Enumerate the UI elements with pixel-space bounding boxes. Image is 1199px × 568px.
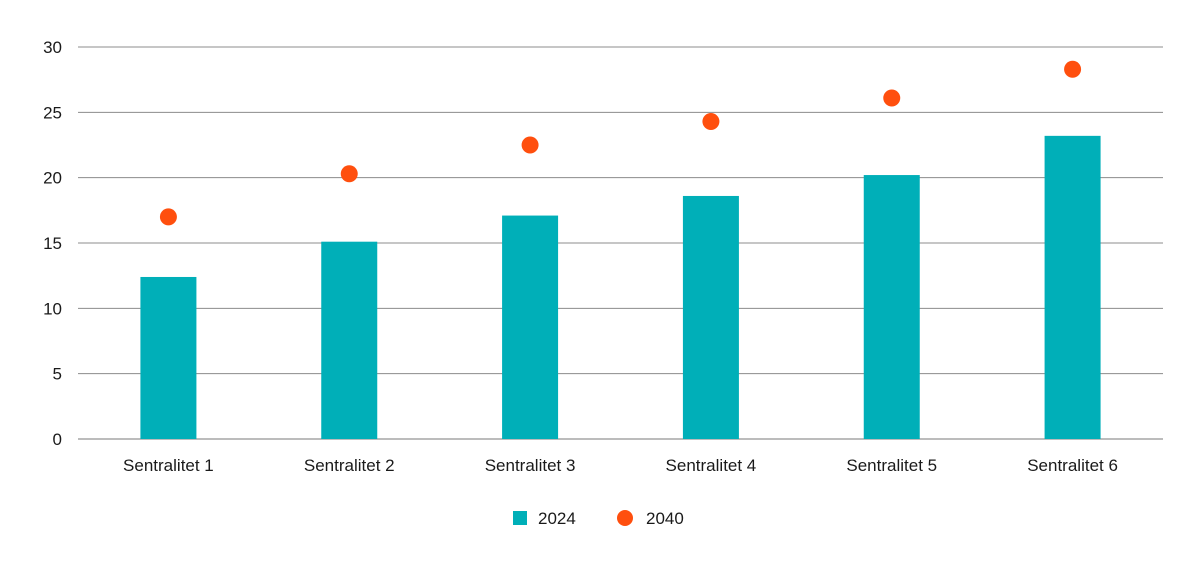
y-tick-label: 5 [53, 365, 62, 384]
x-tick-label: Sentralitet 3 [485, 456, 576, 475]
y-tick-label: 15 [43, 234, 62, 253]
x-tick-label: Sentralitet 5 [846, 456, 937, 475]
gridlines [78, 46, 1163, 440]
legend-label-2024: 2024 [538, 509, 576, 528]
point-2040 [340, 165, 358, 183]
bar-2024 [140, 276, 197, 439]
bar-2024 [502, 215, 559, 439]
point-2040 [521, 136, 539, 154]
y-tick-label: 10 [43, 299, 62, 318]
bar-2024 [321, 241, 378, 439]
y-tick-label: 25 [43, 103, 62, 122]
point-2040 [702, 112, 720, 130]
x-tick-label: Sentralitet 1 [123, 456, 214, 475]
y-tick-label: 20 [43, 169, 62, 188]
bar-2024 [682, 195, 739, 439]
bar-2024 [1044, 135, 1101, 439]
bar-series-2024 [140, 135, 1101, 439]
y-axis-tick-labels: 0 5 10 15 20 25 30 [43, 38, 62, 449]
bar-2024 [863, 175, 920, 439]
y-tick-label: 0 [53, 430, 62, 449]
x-axis-tick-labels: Sentralitet 1 Sentralitet 2 Sentralitet 3 S… [123, 456, 1118, 475]
legend-swatch-2024 [513, 511, 527, 525]
point-2040 [883, 89, 901, 107]
x-tick-label: Sentralitet 2 [304, 456, 395, 475]
point-2040 [159, 208, 177, 226]
y-tick-label: 30 [43, 38, 62, 57]
x-tick-label: Sentralitet 4 [666, 456, 757, 475]
x-tick-label: Sentralitet 6 [1027, 456, 1118, 475]
legend: 2024 2040 [513, 509, 684, 528]
point-2040 [1064, 60, 1082, 78]
legend-swatch-2040 [617, 510, 633, 526]
point-series-2040 [159, 60, 1082, 226]
legend-label-2040: 2040 [646, 509, 684, 528]
